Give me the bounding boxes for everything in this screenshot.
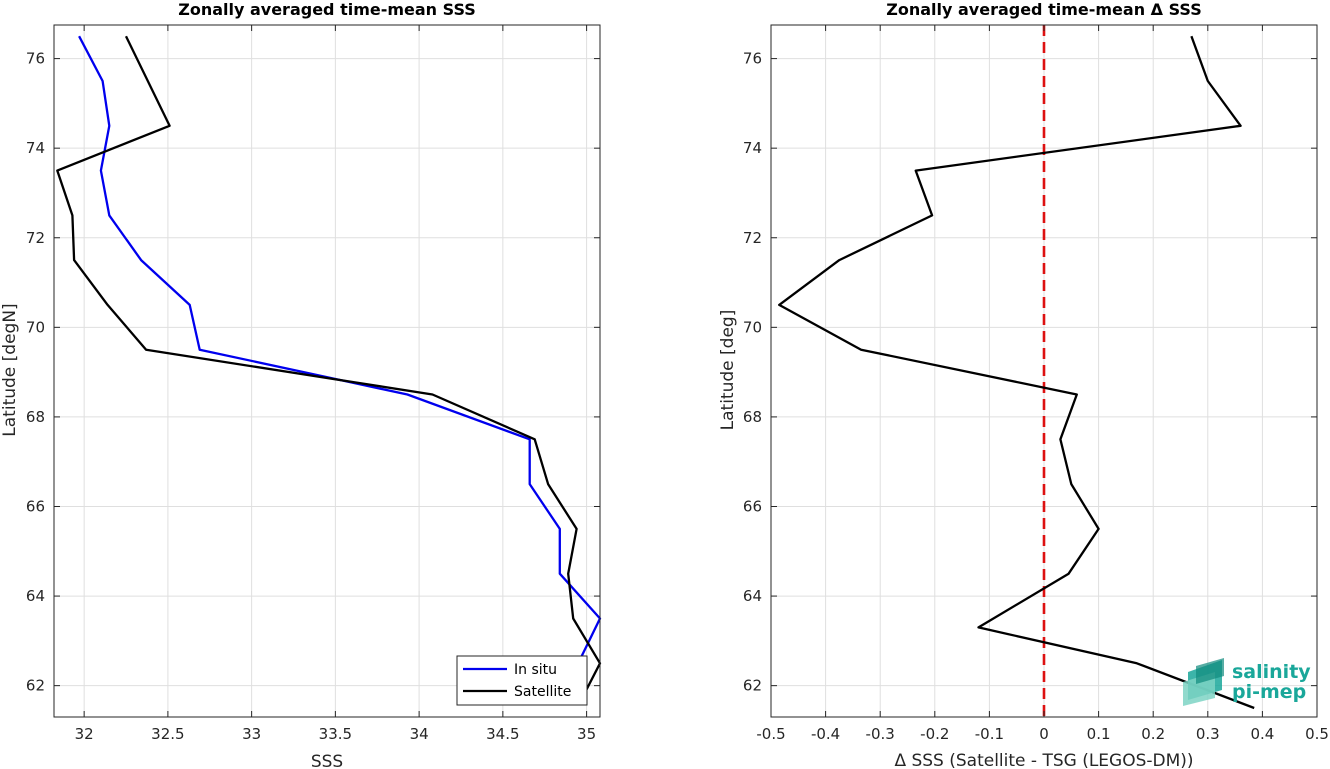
right-y-axis-label: Latitude [deg] — [718, 310, 738, 431]
right-panel: -0.5 -0.4 -0.3 -0.2 -0.1 0 0.1 0.2 0.3 0.4 0.5 62 64… — [743, 24, 1329, 743]
left-ytick-label-4: 70 — [26, 318, 45, 336]
right-xtick-label-10: 0.5 — [1305, 725, 1329, 743]
legend-label-in-situ: In situ — [514, 662, 557, 678]
left-x-axis-label: SSS — [311, 752, 343, 769]
logo-line1: salinity — [1232, 661, 1311, 683]
right-xtick-label-6: 0.1 — [1087, 725, 1111, 743]
left-ytick-label-3: 68 — [26, 408, 45, 426]
right-ytick-label-5: 72 — [743, 229, 762, 247]
left-ytick-label-1: 64 — [26, 587, 45, 605]
left-xtick-label-0: 32 — [75, 725, 94, 743]
right-xtick-label-2: -0.3 — [866, 725, 895, 743]
right-ytick-label-4: 70 — [743, 318, 762, 336]
right-ytick-label-7: 76 — [743, 50, 762, 68]
right-ytick-label-2: 66 — [743, 497, 762, 515]
left-xtick-label-1: 32.5 — [151, 725, 184, 743]
right-xtick-label-5: 0 — [1039, 725, 1049, 743]
left-xtick-label-4: 34 — [410, 725, 429, 743]
left-ytick-label-6: 74 — [26, 139, 45, 157]
left-chart-title: Zonally averaged time-mean SSS — [178, 0, 476, 19]
left-ytick-label-7: 76 — [26, 50, 45, 68]
legend: In situ Satellite — [456, 655, 588, 706]
right-xtick-label-1: -0.4 — [811, 725, 840, 743]
logo-line2: pi-mep — [1232, 681, 1306, 703]
left-panel: 32 32.5 33 33.5 34 34.5 35 62 64 66 68 70 72 74 76 — [26, 24, 602, 743]
left-y-axis-label: Latitude [degN] — [0, 303, 20, 436]
left-axes-frame — [53, 24, 601, 718]
right-xtick-label-3: -0.2 — [920, 725, 949, 743]
logo-mark-icon — [1183, 658, 1224, 706]
left-series-line-in-situ — [78, 35, 602, 704]
legend-label-satellite: Satellite — [514, 684, 571, 700]
right-xtick-label-0: -0.5 — [756, 725, 785, 743]
left-xtick-label-6: 35 — [577, 725, 596, 743]
right-xtick-label-4: -0.1 — [975, 725, 1004, 743]
right-ytick-label-0: 62 — [743, 677, 762, 695]
left-series-line-satellite — [56, 35, 602, 700]
left-ytick-label-5: 72 — [26, 229, 45, 247]
left-ytick-label-0: 62 — [26, 677, 45, 695]
left-xtick-label-2: 33 — [242, 725, 261, 743]
left-xtick-label-3: 33.5 — [319, 725, 352, 743]
right-ytick-label-3: 68 — [743, 408, 762, 426]
salinity-pi-mep-logo: salinity pi-mep — [1183, 658, 1311, 706]
right-xtick-label-7: 0.2 — [1141, 725, 1165, 743]
right-xtick-label-8: 0.3 — [1196, 725, 1220, 743]
left-xtick-label-5: 34.5 — [486, 725, 519, 743]
right-chart-title: Zonally averaged time-mean Δ SSS — [886, 0, 1202, 19]
right-xtick-label-9: 0.4 — [1250, 725, 1274, 743]
right-series-line-0 — [778, 35, 1255, 710]
legend-box — [456, 655, 588, 706]
right-ytick-label-1: 64 — [743, 587, 762, 605]
left-ytick-label-2: 66 — [26, 497, 45, 515]
right-ytick-label-6: 74 — [743, 139, 762, 157]
right-x-axis-label: Δ SSS (Satellite - TSG (LEGOS-DM)) — [894, 751, 1193, 769]
